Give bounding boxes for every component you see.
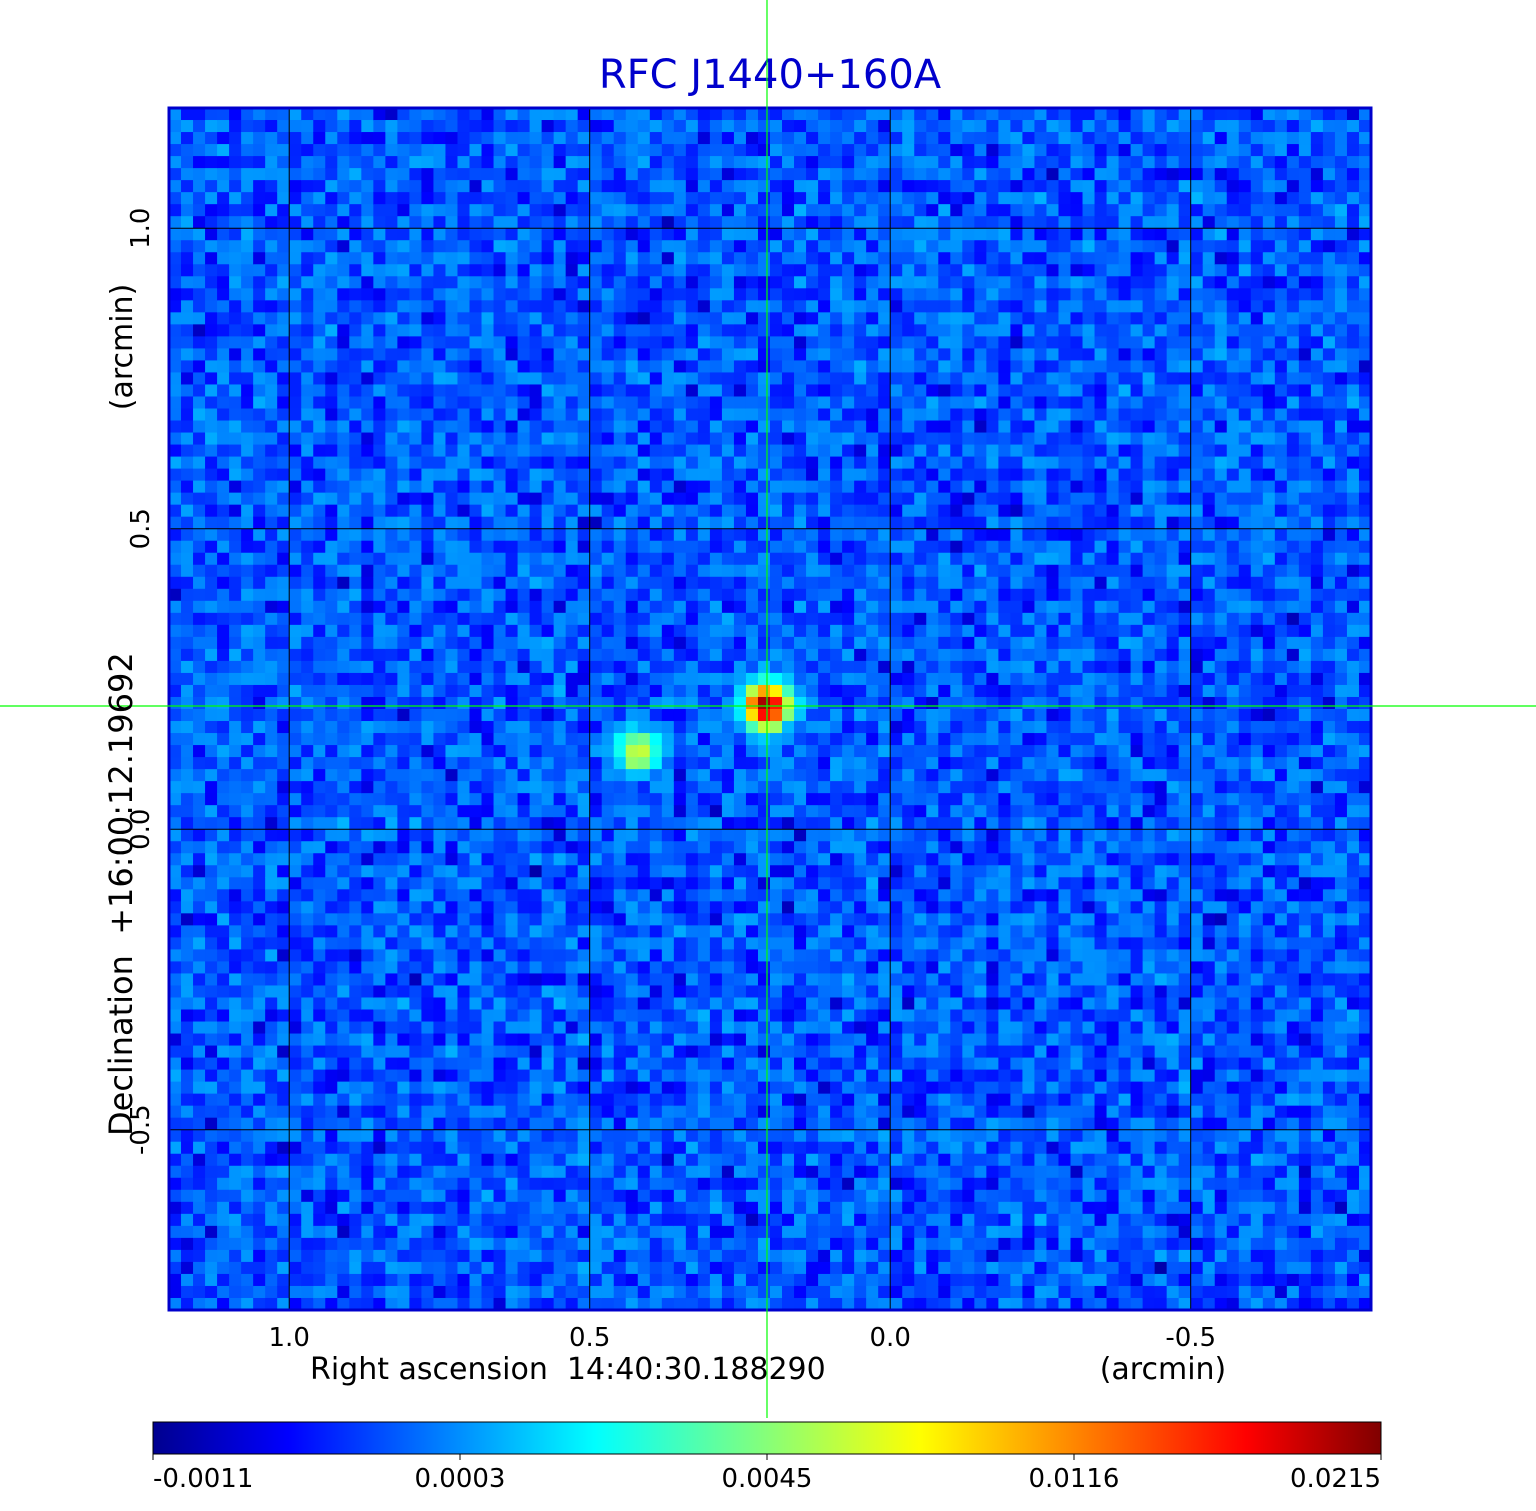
x-axis-unit: (arcmin) [1100,1352,1227,1387]
colorbar-tick-label: 0.0116 [1029,1464,1120,1494]
crosshair [0,0,1536,1418]
y-axis-unit: (arcmin) [105,284,140,411]
colorbar-tick-label: 0.0003 [415,1464,506,1494]
grid-lines [169,108,1371,1310]
colorbar-tick-label: 0.0045 [722,1464,813,1494]
image-pixels [169,108,1372,1311]
y-axis-label: Declination +16:00:12.19692 [102,652,140,1136]
colorbar-tick-label: -0.0011 [153,1464,253,1494]
y-tick-label: -0.5 [126,1104,156,1155]
y-tick-labels: -0.5 0.0 0.5 1.0 [126,208,156,1156]
x-tick-label: 1.0 [269,1323,310,1353]
y-tick-label: 0.5 [126,508,156,549]
colorbar-tick-labels: -0.0011 0.0003 0.0045 0.0116 0.0215 [152,1454,1382,1494]
x-tick-label: 0.0 [870,1323,911,1353]
colorbar [152,1421,1382,1455]
chart-title: RFC J1440+160A [599,52,942,98]
x-tick-label: -0.5 [1165,1323,1216,1353]
y-tick-label: 0.0 [126,809,156,850]
plot-frame [167,106,1373,1312]
x-axis-label: Right ascension 14:40:30.188290 [310,1352,826,1387]
x-tick-label: 0.5 [569,1323,610,1353]
colorbar-tick-label: 0.0215 [1290,1464,1381,1494]
x-tick-labels: 1.0 0.5 0.0 -0.5 [269,1323,1217,1353]
y-tick-label: 1.0 [126,208,156,249]
